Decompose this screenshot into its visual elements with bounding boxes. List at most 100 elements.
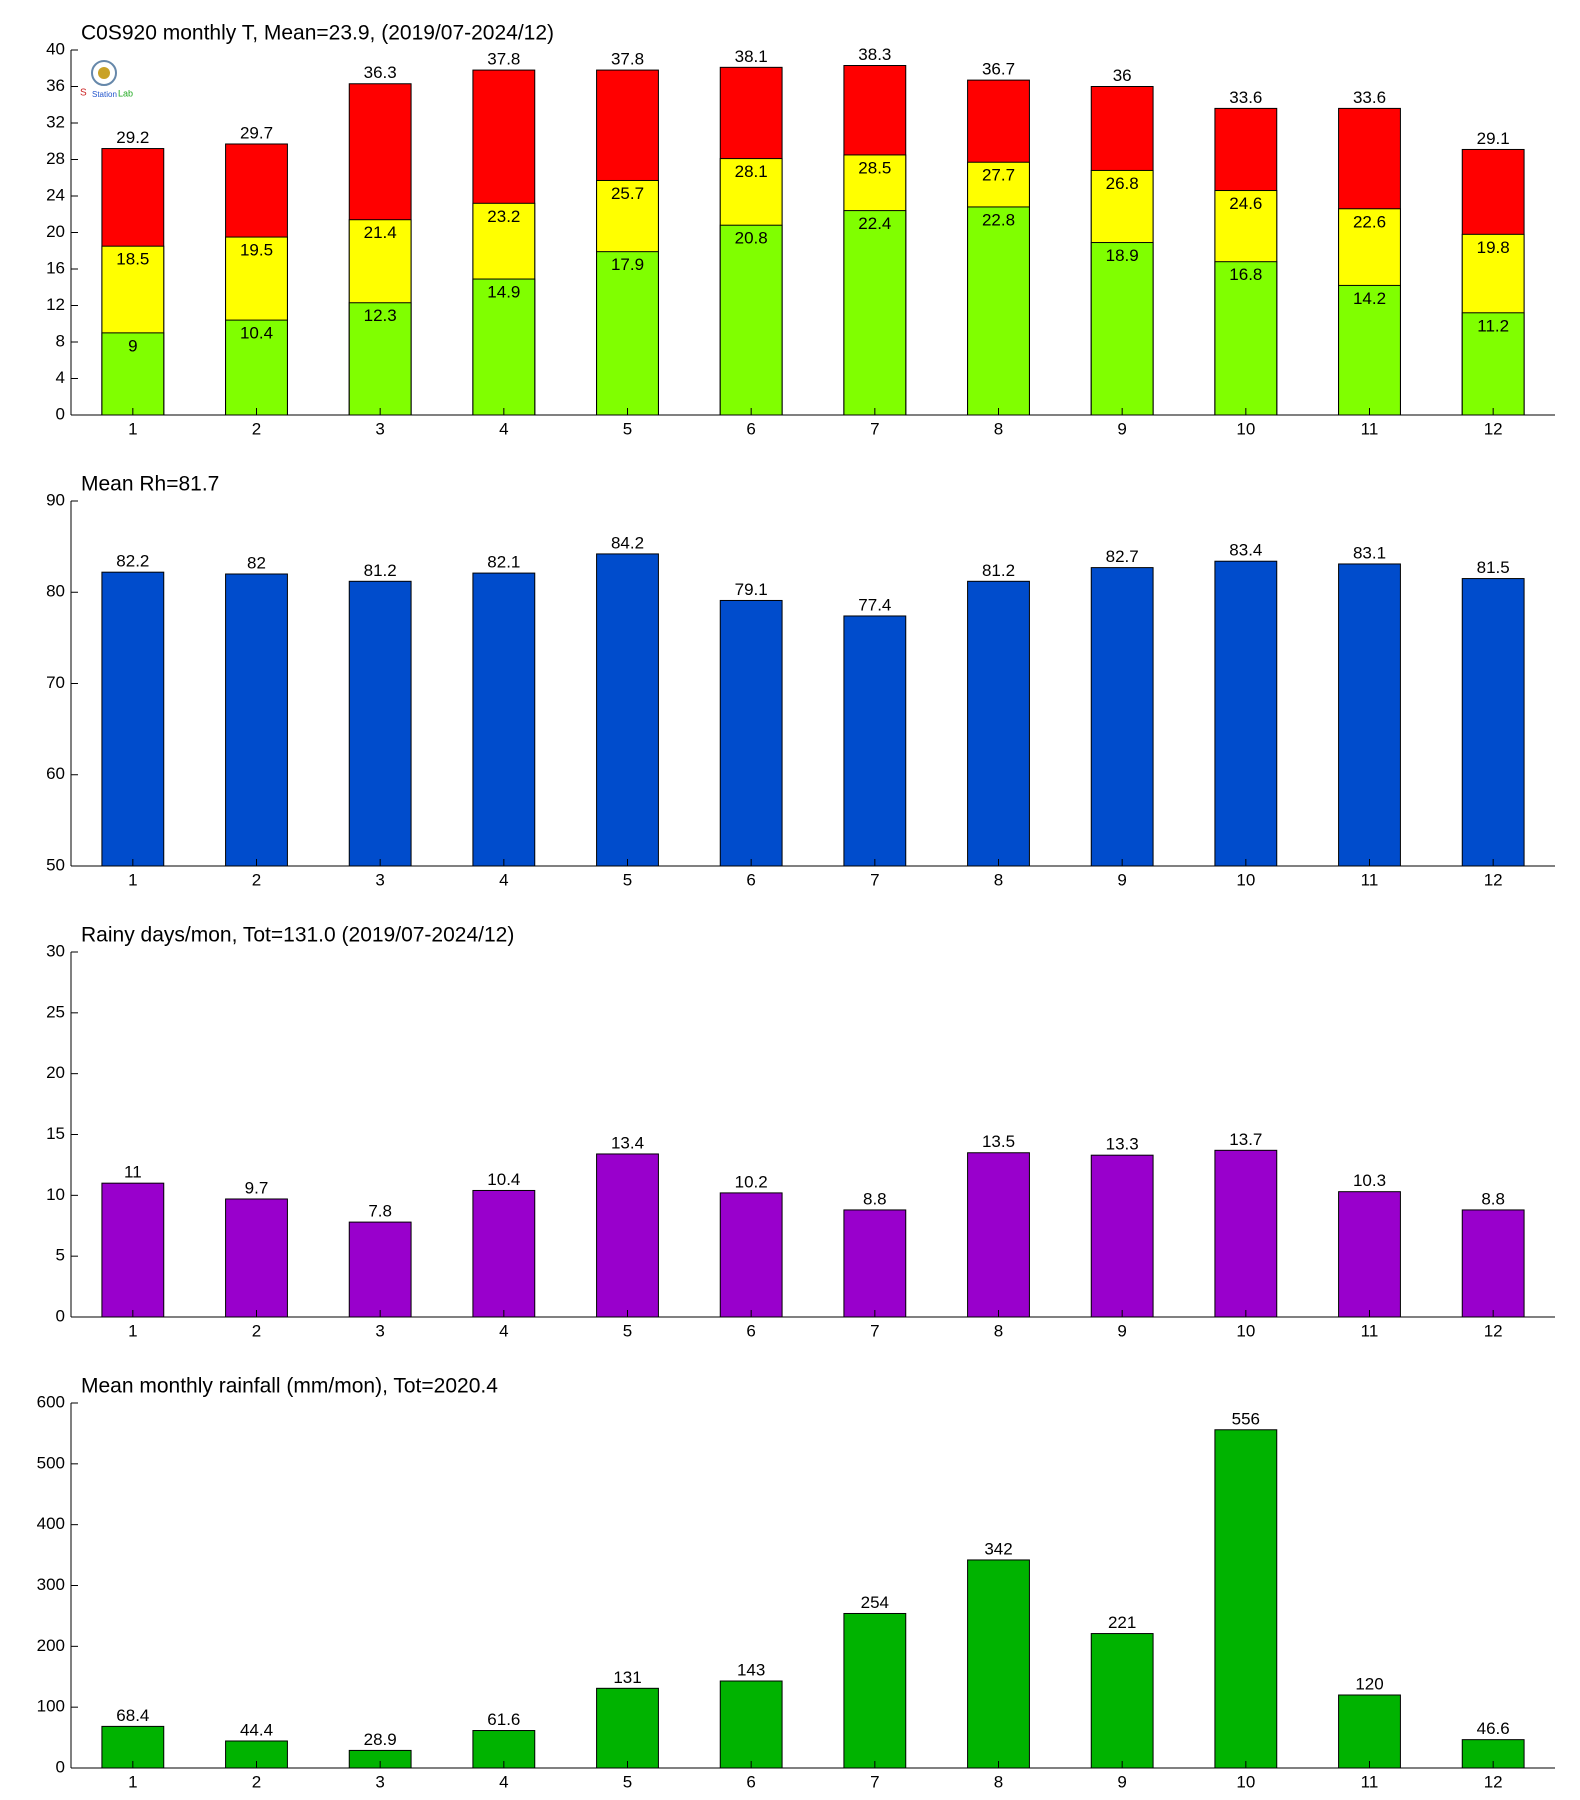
- data-label: 82.2: [116, 552, 149, 571]
- y-tick-label: 12: [46, 295, 65, 314]
- y-tick-label: 20: [46, 1063, 65, 1082]
- y-tick-label: 500: [37, 1453, 65, 1472]
- bar: [843, 1209, 907, 1318]
- data-label: 28.1: [735, 162, 768, 181]
- bar: [719, 224, 783, 416]
- y-tick-label: 90: [46, 490, 65, 509]
- data-label: 19.8: [1477, 238, 1510, 257]
- x-tick-label: 9: [1117, 419, 1126, 438]
- x-tick-label: 3: [375, 419, 384, 438]
- data-label: 12.3: [364, 306, 397, 325]
- data-label: 33.6: [1353, 88, 1386, 107]
- data-label: 22.6: [1353, 212, 1386, 231]
- data-label: 24.6: [1229, 194, 1262, 213]
- data-label: 9.7: [245, 1178, 269, 1197]
- y-tick-label: 8: [56, 331, 65, 350]
- data-label: 33.6: [1229, 88, 1262, 107]
- data-label: 28.9: [364, 1730, 397, 1749]
- data-label: 221: [1108, 1613, 1136, 1632]
- y-tick-label: 600: [37, 1392, 65, 1411]
- data-label: 38.3: [858, 45, 891, 64]
- bar: [596, 1153, 659, 1318]
- x-tick-label: 3: [375, 1772, 384, 1791]
- y-tick-label: 30: [46, 941, 65, 960]
- x-tick-label: 6: [746, 870, 755, 889]
- x-tick-label: 12: [1484, 419, 1503, 438]
- data-label: 10.4: [240, 324, 273, 343]
- bar: [1090, 242, 1154, 416]
- bar: [225, 573, 288, 867]
- data-label: 83.4: [1229, 541, 1262, 560]
- x-tick-label: 2: [252, 419, 261, 438]
- y-tick-label: 80: [46, 582, 65, 601]
- data-label: 38.1: [735, 47, 768, 66]
- data-label: 84.2: [611, 533, 644, 552]
- data-label: 13.5: [982, 1132, 1015, 1151]
- data-label: 8.8: [1481, 1189, 1505, 1208]
- y-tick-label: 0: [56, 1306, 65, 1325]
- data-label: 14.9: [487, 283, 520, 302]
- data-label: 29.7: [240, 123, 273, 142]
- y-tick-label: 50: [46, 855, 65, 874]
- bar: [1338, 563, 1401, 867]
- x-tick-label: 2: [252, 1321, 261, 1340]
- data-label: 19.5: [240, 241, 273, 260]
- bar: [967, 580, 1030, 867]
- bar: [843, 1612, 907, 1769]
- data-label: 8.8: [863, 1189, 887, 1208]
- data-label: 143: [737, 1660, 765, 1679]
- bar: [1214, 261, 1278, 416]
- x-tick-label: 7: [870, 1321, 879, 1340]
- data-label: 20.8: [735, 229, 768, 248]
- x-tick-label: 11: [1361, 870, 1379, 889]
- x-tick-label: 7: [870, 1772, 879, 1791]
- data-label: 79.1: [735, 580, 768, 599]
- bar: [1214, 1149, 1278, 1318]
- chart-title: C0S920 monthly T, Mean=23.9, (2019/07-20…: [81, 22, 554, 45]
- data-label: 254: [861, 1593, 889, 1612]
- data-label: 11.2: [1477, 316, 1509, 335]
- x-tick-label: 4: [499, 419, 508, 438]
- logo-mark: Lab: [118, 88, 133, 98]
- y-tick-label: 0: [56, 1757, 65, 1776]
- data-label: 13.4: [611, 1133, 644, 1152]
- y-tick-label: 25: [46, 1002, 65, 1021]
- data-label: 18.9: [1106, 246, 1139, 265]
- bar: [101, 571, 165, 867]
- bar: [1090, 1633, 1154, 1769]
- bar: [719, 1680, 783, 1769]
- y-tick-label: 300: [37, 1575, 65, 1594]
- y-tick-label: 400: [37, 1514, 65, 1533]
- x-tick-label: 10: [1236, 870, 1255, 889]
- bar: [1090, 1154, 1154, 1318]
- y-tick-label: 24: [46, 185, 65, 204]
- data-label: 83.1: [1353, 543, 1386, 562]
- x-tick-label: 6: [746, 419, 755, 438]
- bar: [1338, 284, 1401, 416]
- data-label: 82: [247, 553, 266, 572]
- chart-title: Mean Rh=81.7: [81, 473, 219, 496]
- data-label: 82.7: [1106, 547, 1139, 566]
- data-label: 27.7: [982, 166, 1015, 185]
- data-label: 81.2: [364, 561, 397, 580]
- data-label: 21.4: [364, 223, 397, 242]
- x-tick-label: 7: [870, 870, 879, 889]
- data-label: 10.3: [1353, 1171, 1386, 1190]
- data-label: 26.8: [1106, 174, 1139, 193]
- data-label: 22.4: [858, 214, 891, 233]
- x-tick-label: 11: [1361, 1772, 1379, 1791]
- data-label: 11: [124, 1163, 142, 1182]
- bar: [225, 1198, 288, 1318]
- x-tick-label: 4: [499, 1321, 508, 1340]
- x-tick-label: 6: [746, 1321, 755, 1340]
- bar: [1461, 578, 1525, 867]
- data-label: 14.2: [1353, 289, 1386, 308]
- data-label: 23.2: [487, 207, 520, 226]
- bar: [348, 302, 412, 416]
- x-tick-label: 4: [499, 870, 508, 889]
- data-label: 13.7: [1229, 1130, 1262, 1149]
- data-label: 37.8: [611, 50, 644, 69]
- x-tick-label: 5: [623, 419, 632, 438]
- bar: [101, 1182, 165, 1318]
- bar: [967, 1152, 1030, 1318]
